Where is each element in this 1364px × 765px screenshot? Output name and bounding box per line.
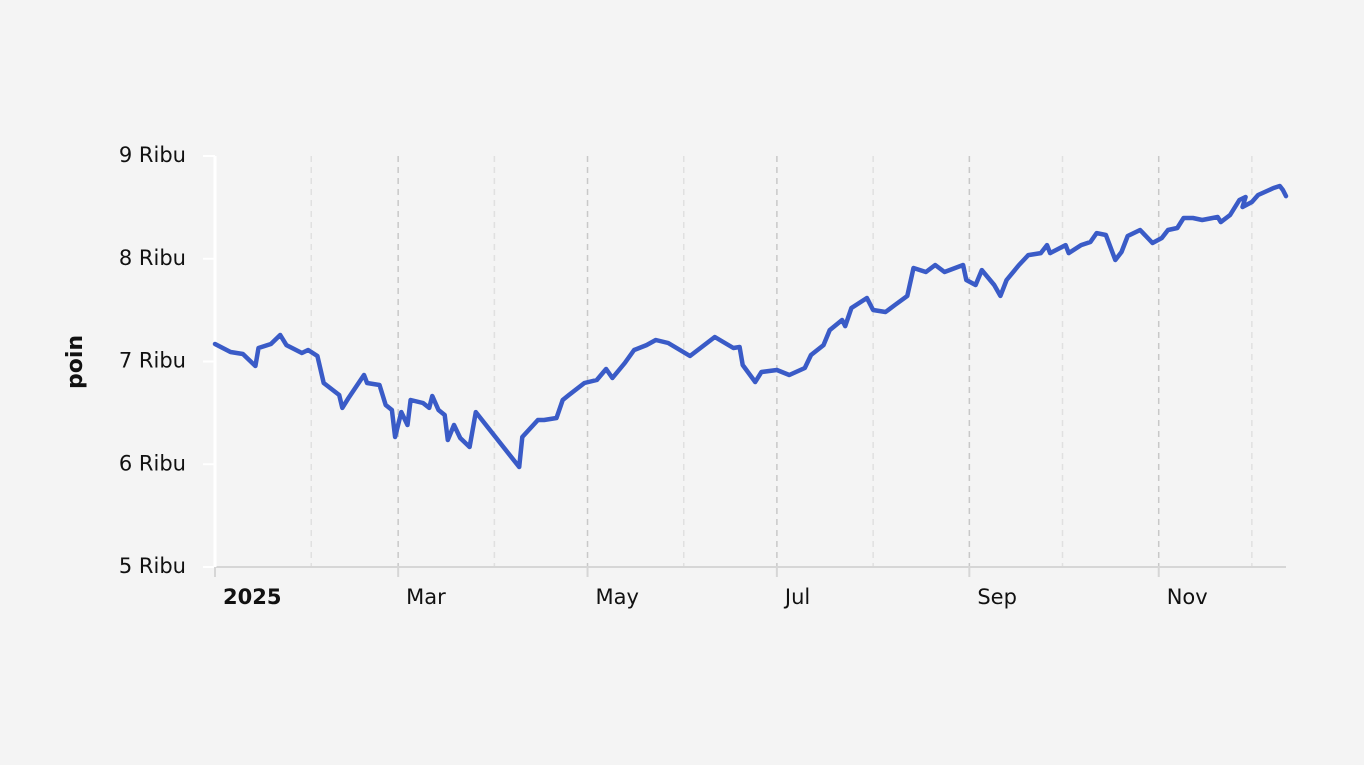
x-tick-label: May <box>596 585 639 609</box>
x-tick-label: Nov <box>1167 585 1208 609</box>
line-series <box>212 183 1289 470</box>
x-tick-label: Mar <box>406 585 446 609</box>
x-tick-label: Jul <box>783 585 810 609</box>
y-tick-label: 6 Ribu <box>119 451 186 475</box>
y-tick-label: 8 Ribu <box>119 246 186 270</box>
x-tick-label: 2025 <box>223 585 281 609</box>
y-tick-label: 9 Ribu <box>119 143 186 167</box>
y-axis-title: poin <box>63 335 88 389</box>
x-tick-label: Sep <box>977 585 1017 609</box>
y-tick-label: 5 Ribu <box>119 554 186 578</box>
y-tick-label: 7 Ribu <box>119 349 186 373</box>
